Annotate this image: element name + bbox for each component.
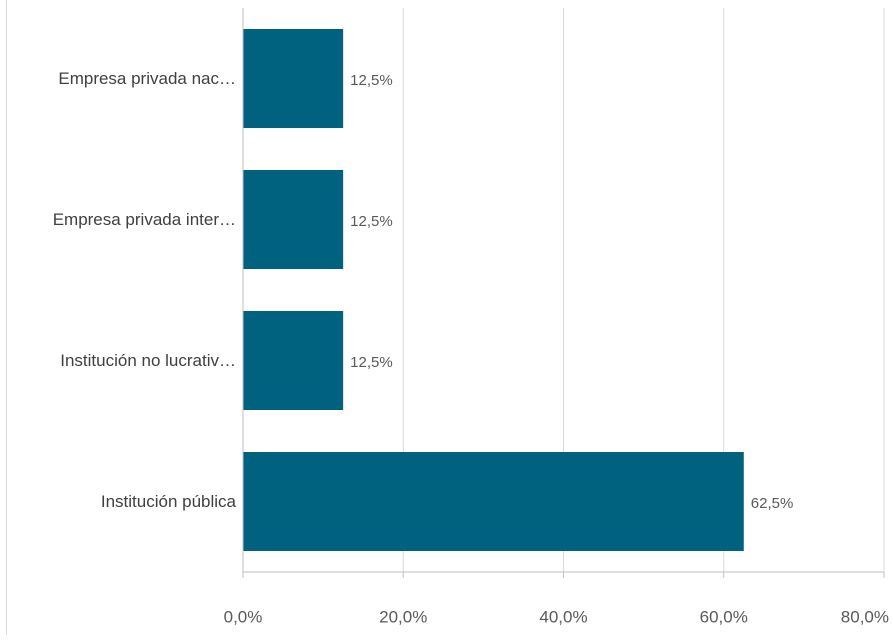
bar-0: [243, 29, 344, 128]
category-label-3: Institución pública: [101, 492, 237, 511]
value-label-2: 12,5%: [350, 354, 393, 371]
category-label-2: Institución no lucrativ…: [60, 351, 236, 370]
bar-2: [243, 311, 344, 410]
x-tick-label-4: 80,0%: [841, 608, 889, 627]
chart-frame-left-border: [6, 0, 7, 635]
bar-3: [243, 452, 744, 551]
value-label-3: 62,5%: [751, 495, 794, 512]
value-label-1: 12,5%: [350, 213, 393, 230]
value-label-0: 12,5%: [350, 72, 393, 89]
category-label-0: Empresa privada nac…: [58, 69, 236, 88]
x-tick-label-0: 0,0%: [224, 608, 263, 627]
bar-1: [243, 170, 344, 269]
x-tick-label-1: 20,0%: [379, 608, 427, 627]
category-label-1: Empresa privada inter…: [53, 210, 236, 229]
x-tick-label-3: 60,0%: [700, 608, 748, 627]
x-tick-label-2: 40,0%: [539, 608, 587, 627]
